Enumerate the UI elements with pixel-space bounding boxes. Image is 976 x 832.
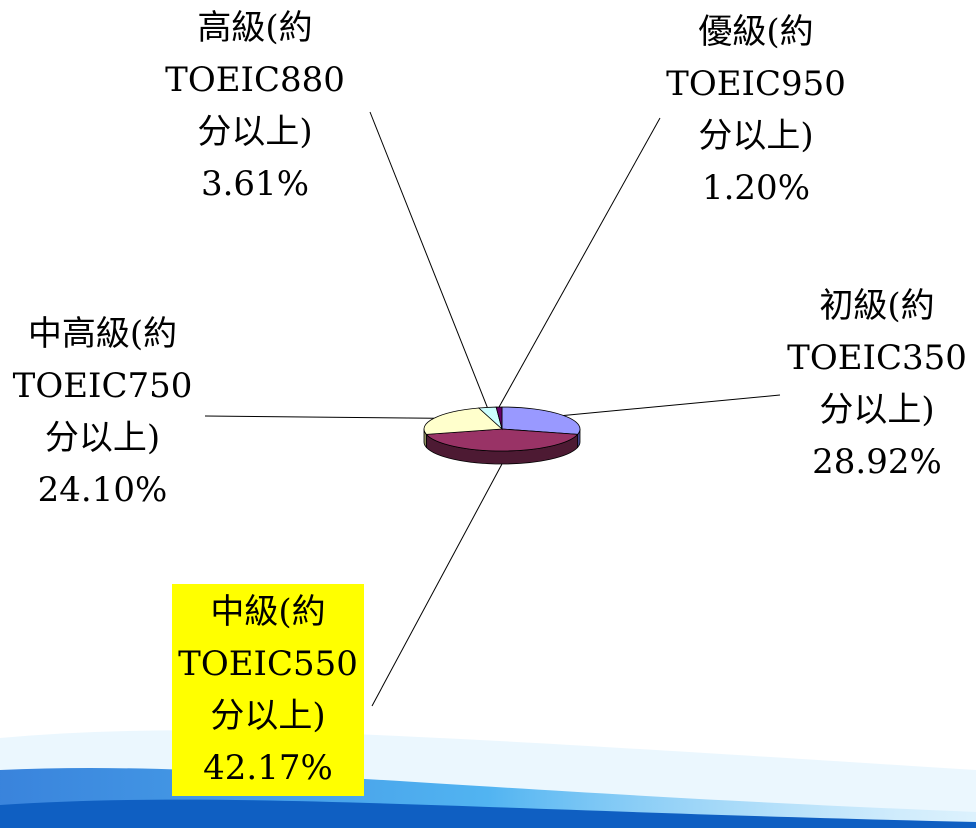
slice-label-upper-intermediate: 中高級(約 TOEIC750 分以上) 24.10% xyxy=(12,314,193,510)
slice-label-excellent: 優級(約 TOEIC950 分以上) 1.20% xyxy=(666,12,846,208)
leader-line-beginner xyxy=(563,394,781,416)
leader-line-upper-intermediate xyxy=(204,415,434,419)
leader-line-high xyxy=(369,111,488,408)
pie-slice-beginner xyxy=(501,406,581,435)
slice-label-intermediate: 中級(約 TOEIC550 分以上) 42.17% xyxy=(172,584,364,796)
leader-line-excellent xyxy=(498,117,661,408)
slice-label-beginner: 初級(約 TOEIC350 分以上) 28.92% xyxy=(787,286,967,482)
slice-label-high: 高級(約 TOEIC880 分以上) 3.61% xyxy=(165,8,345,204)
pie-slice-intermediate xyxy=(425,428,579,452)
leader-line-intermediate xyxy=(371,463,503,707)
background-swoosh xyxy=(0,730,976,828)
pie-slice-upper-intermediate xyxy=(423,407,503,435)
pie-slice-excellent xyxy=(495,406,503,430)
